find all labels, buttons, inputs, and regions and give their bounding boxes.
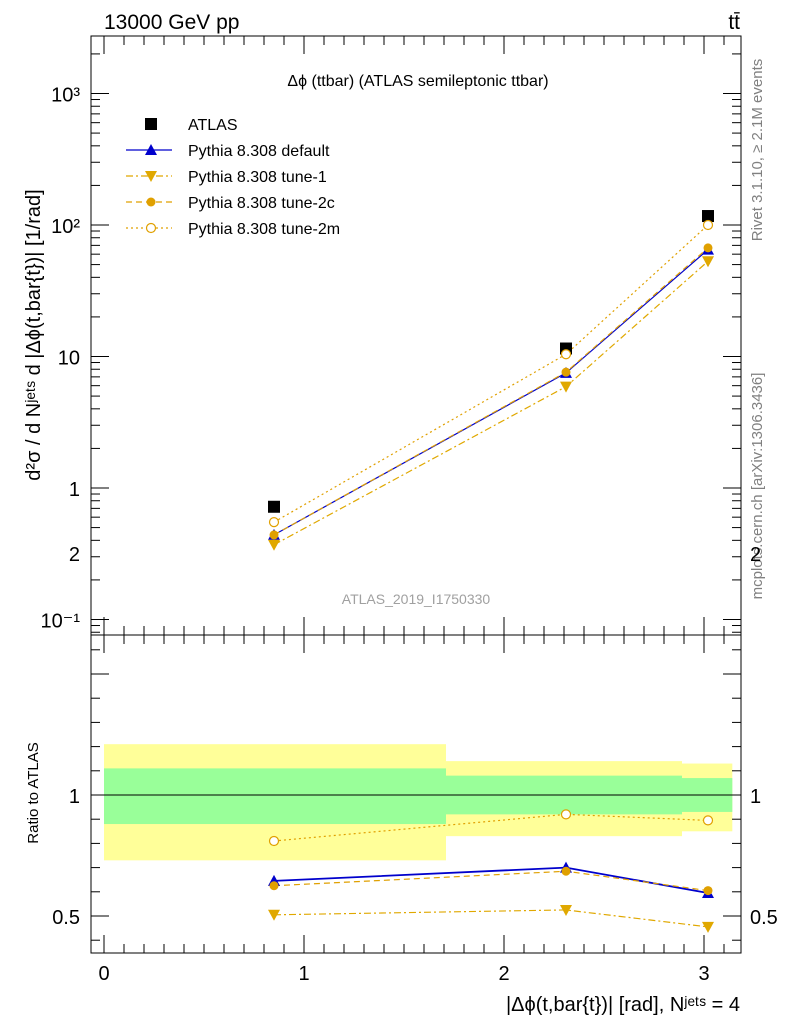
legend-label-pythia-8-308-tune-2c: Pythia 8.308 tune-2c: [188, 195, 335, 212]
ratio-point-pythia-8-308-tune-2m-2: [702, 815, 714, 826]
main-ytick-label-0: 10⁻¹: [41, 611, 81, 633]
legend-marker-pythia-8-308-tune-2c: [146, 197, 156, 207]
main-line-pythia-8-308-tune-2c: [273, 247, 709, 536]
ratio-xtick-label-0: 0: [98, 963, 109, 985]
main-point-atlas-2: [702, 210, 714, 223]
main-point-pythia-8-308-tune-1-0: [268, 539, 280, 551]
main-point-atlas-0: [268, 500, 280, 513]
legend: ATLAS Pythia 8.308 default Pythia 8.308 tu…: [126, 117, 340, 238]
ratio-xtick-label-2: 2: [498, 963, 509, 985]
legend-marker-pythia-8-308-default: [145, 144, 157, 155]
legend-marker-pythia-8-308-tune-2m: [145, 222, 157, 234]
main-line-pythia-8-308-default: [273, 249, 709, 536]
main-tick-labels: 10⁻¹ 1 10 10² 10³: [41, 85, 81, 633]
main-ytick-label-1: 1: [69, 479, 80, 501]
mcplots-label: mcplots.cern.ch [arXiv:1306.3436]: [749, 373, 766, 600]
main-point-pythia-8-308-tune-2m-0: [268, 517, 280, 528]
main-point-pythia-8-308-tune-2m-2: [702, 219, 714, 231]
main-point-pythia-8-308-tune-2m-1: [560, 349, 572, 360]
main-point-pythia-8-308-tune-2c-0: [269, 530, 279, 540]
ratio-line-pythia-8-308-tune-1: [273, 909, 709, 928]
ratio-ytick-label-right-2: 2: [750, 544, 761, 566]
ratio-xtick-label-3: 3: [698, 963, 709, 985]
ratio-point-pythia-8-308-tune-2m-1: [560, 809, 572, 820]
analysis-watermark: ATLAS_2019_I1750330: [342, 591, 491, 607]
main-title: Δϕ (ttbar) (ATLAS semileptonic ttbar): [287, 73, 548, 90]
ratio-ytick-label-left-0: 0.5: [52, 907, 80, 929]
ratio-point-pythia-8-308-tune-2c-0: [269, 881, 279, 891]
ratio-xtick-label-1: 1: [298, 963, 309, 985]
legend-label-atlas: ATLAS: [188, 117, 238, 134]
ratio-ytick-label-right-1: 1: [750, 786, 761, 808]
ratio-point-pythia-8-308-tune-2c-1: [561, 866, 571, 876]
ratio-line-pythia-8-308-default: [273, 866, 709, 894]
main-line-pythia-8-308-tune-1: [273, 260, 709, 546]
ratio-point-pythia-8-308-tune-1-2: [702, 921, 714, 933]
ratio-xlabel: |Δϕ(t,bar{t})| [rad], Nʲᵉᵗˢ = 4: [506, 994, 740, 1016]
ratio-ytick-label-left-2: 2: [69, 544, 80, 566]
legend-marker-pythia-8-308-tune-1: [145, 171, 157, 182]
ratio-uncertainty-bands: [91, 744, 741, 861]
ratio-point-pythia-8-308-tune-1-0: [268, 909, 280, 921]
legend-marker-atlas: [145, 118, 157, 130]
main-series-markers: [268, 210, 714, 551]
ratio-point-pythia-8-308-tune-1-1: [560, 904, 572, 916]
legend-label-pythia-8-308-tune-2m: Pythia 8.308 tune-2m: [188, 221, 340, 238]
ratio-ytick-label-left-1: 1: [69, 786, 80, 808]
main-point-pythia-8-308-tune-1-2: [702, 256, 714, 268]
main-point-pythia-8-308-tune-1-1: [560, 381, 572, 393]
main-point-pythia-8-308-tune-2c-2: [703, 243, 713, 253]
main-ylabel: d²σ / d Nʲᵉᵗˢ d |Δϕ(t,bar{t})| [1/rad]: [23, 189, 45, 480]
ratio-stat-band-0: [104, 768, 446, 825]
main-line-pythia-8-308-tune-2m: [273, 224, 709, 523]
energy-label: 13000 GeV pp: [104, 11, 239, 34]
main-series-lines: [273, 224, 709, 546]
ratio-frame: [90, 634, 742, 954]
main-ytick-label-3: 10²: [51, 216, 80, 238]
main-ytick-label-4: 10³: [51, 85, 80, 107]
ratio-axis-ticks: [91, 635, 741, 953]
process-label: tt̄: [728, 11, 740, 34]
ratio-ylabel: Ratio to ATLAS: [25, 742, 42, 843]
rivet-label: Rivet 3.1.10, ≥ 2.1M events: [749, 59, 766, 242]
ratio-point-pythia-8-308-tune-2c-2: [703, 886, 713, 896]
ratio-tick-labels: 0.5 0.5 1 1 2 2 0 1 2 3: [52, 544, 778, 985]
main-ytick-label-2: 10: [58, 348, 80, 370]
main-axis-ticks: [91, 36, 741, 635]
main-point-pythia-8-308-tune-2c-1: [561, 367, 571, 377]
ratio-ytick-label-right-0: 0.5: [750, 907, 778, 929]
ratio-point-pythia-8-308-tune-2m-0: [268, 835, 280, 847]
ratio-series-markers: [268, 809, 714, 933]
legend-label-pythia-8-308-tune-1: Pythia 8.308 tune-1: [188, 169, 327, 186]
legend-label-pythia-8-308-default: Pythia 8.308 default: [188, 143, 330, 160]
